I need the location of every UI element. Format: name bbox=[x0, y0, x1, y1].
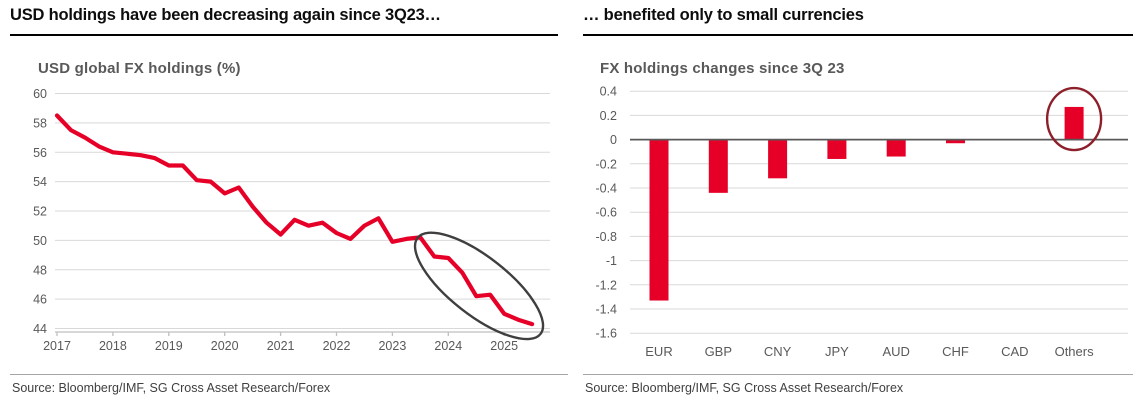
x-axis-tick-label: 2019 bbox=[155, 339, 183, 353]
y-axis-tick-label: 0 bbox=[610, 133, 617, 147]
y-axis-tick-label: -1.2 bbox=[595, 278, 617, 292]
y-axis-tick-label: 48 bbox=[33, 263, 47, 277]
bar-chart-title: FX holdings changes since 3Q 23 bbox=[600, 60, 845, 77]
usd-holdings-line-series bbox=[54, 113, 535, 327]
decline-highlight-ellipse bbox=[413, 231, 545, 341]
category-label: CAD bbox=[1001, 344, 1028, 359]
y-axis-tick-label: -1.6 bbox=[595, 327, 617, 341]
y-axis-tick-label: -0.4 bbox=[595, 182, 617, 196]
category-label: GBP bbox=[705, 344, 732, 359]
left-source-note: Source: Bloomberg/IMF, SG Cross Asset Re… bbox=[12, 381, 331, 395]
line-chart-title: USD global FX holdings (%) bbox=[38, 60, 241, 77]
y-axis-tick-label: -0.6 bbox=[595, 206, 617, 220]
y-axis-tick-label: 56 bbox=[33, 146, 47, 160]
bar-others bbox=[1064, 106, 1084, 140]
bar-chf bbox=[946, 139, 965, 144]
y-axis-tick-label: -0.8 bbox=[595, 230, 617, 244]
fx-changes-bar-chart: 0.4 0.2 0 -0.2 -0.4 -0.6 -0.8 -1 -1.2 -1.4 -1.6 EUR… bbox=[595, 85, 1128, 359]
left-panel-header: USD holdings have been decreasing again … bbox=[10, 6, 558, 36]
y-axis-tick-label: 52 bbox=[33, 205, 47, 219]
category-label: AUD bbox=[882, 344, 909, 359]
y-axis-tick-label: -1 bbox=[606, 254, 617, 268]
right-panel-header: … benefited only to small currencies bbox=[583, 6, 1133, 36]
others-highlight-circle bbox=[1045, 86, 1103, 152]
x-axis-tick-label: 2021 bbox=[267, 339, 295, 353]
category-label: JPY bbox=[825, 344, 849, 359]
x-axis-tick-label: 2025 bbox=[490, 339, 518, 353]
category-label: Others bbox=[1055, 344, 1095, 359]
category-label: EUR bbox=[645, 344, 672, 359]
bar-cny bbox=[768, 139, 788, 179]
x-axis-tick-label: 2023 bbox=[378, 339, 406, 353]
x-axis-tick-label: 2020 bbox=[211, 339, 239, 353]
y-axis-tick-label: 46 bbox=[33, 293, 47, 307]
y-axis-tick-label: -0.2 bbox=[595, 157, 617, 171]
y-axis-tick-label: 0.4 bbox=[600, 85, 617, 99]
right-source-divider bbox=[583, 374, 1133, 375]
x-axis-tick-label: 2017 bbox=[43, 339, 71, 353]
usd-holdings-line-chart: 60 58 56 54 52 50 48 46 44 2017 2018 2019 2020 2021 20… bbox=[33, 87, 550, 353]
bar-eur bbox=[649, 139, 669, 301]
left-source-divider bbox=[10, 374, 568, 375]
x-axis-tick-label: 2022 bbox=[323, 339, 351, 353]
bar-jpy bbox=[827, 139, 847, 159]
bar-aud bbox=[886, 139, 906, 157]
bar-gbp bbox=[708, 139, 728, 193]
x-axis-tick-label: 2018 bbox=[99, 339, 127, 353]
category-label: CNY bbox=[764, 344, 792, 359]
y-axis-tick-label: 50 bbox=[33, 234, 47, 248]
y-axis-tick-label: 44 bbox=[33, 322, 47, 336]
x-axis-tick-label: 2024 bbox=[434, 339, 462, 353]
right-source-note: Source: Bloomberg/IMF, SG Cross Asset Re… bbox=[585, 381, 904, 395]
y-axis-tick-label: 58 bbox=[33, 116, 47, 130]
category-label: CHF bbox=[942, 344, 969, 359]
y-axis-tick-label: 54 bbox=[33, 175, 47, 189]
y-axis-tick-label: 0.2 bbox=[600, 109, 617, 123]
y-axis-tick-label: -1.4 bbox=[595, 303, 617, 317]
y-axis-tick-label: 60 bbox=[33, 87, 47, 101]
